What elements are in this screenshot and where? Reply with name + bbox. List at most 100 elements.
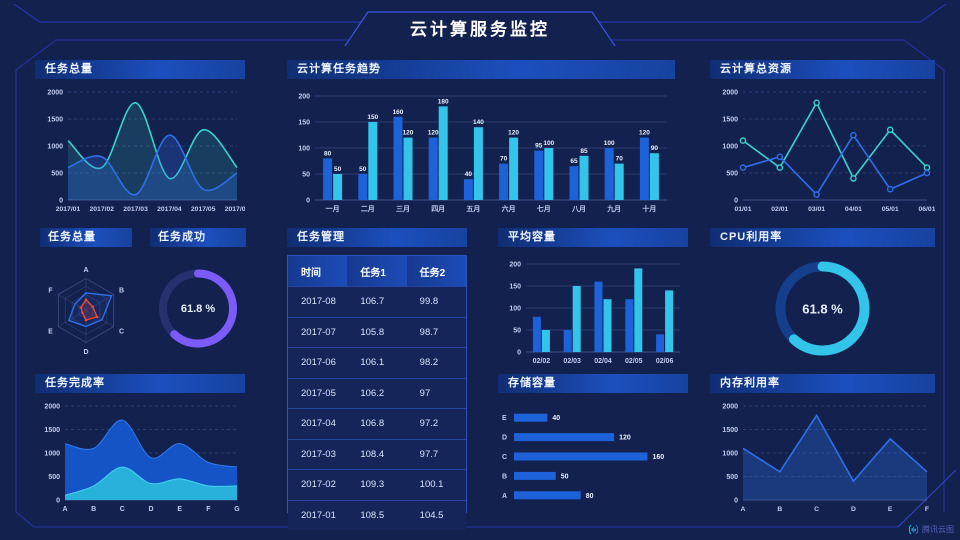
svg-text:六月: 六月 [502,204,516,213]
table-cell: 2017-07 [288,316,348,348]
svg-text:E: E [502,415,507,422]
table-cell: 99.8 [406,286,466,317]
svg-text:85: 85 [580,148,588,155]
table-cell: 109.3 [347,469,407,500]
panel-title-task-radar: 任务总量 [40,228,132,247]
svg-text:A: A [62,506,67,513]
svg-text:2017/01: 2017/01 [56,206,81,213]
panel-task-trend: 云计算任务趋势 0 50 100 150 200 一月 二月 三月 四月 五月 六月 七月 八月 九月 十月… [287,60,675,215]
svg-text:五月: 五月 [466,205,480,213]
table-cell: 2017-08 [288,286,348,317]
svg-text:C: C [120,506,125,513]
table-cell: 104.5 [406,499,466,530]
panel-title-task-total: 任务总量 [35,60,245,79]
svg-text:02/01: 02/01 [771,206,788,213]
tencent-cloud-chart-logo-icon [909,524,918,535]
table-cell: 106.7 [347,286,407,317]
svg-text:F: F [925,506,929,513]
svg-text:1500: 1500 [44,427,60,434]
svg-text:D: D [148,506,153,513]
task-success-gauge-value: 61.8 % [180,302,216,315]
task-success-gauge: 61.8 % [150,250,246,367]
panel-task-radar: 任务总量 A B C D E F [40,228,132,367]
svg-text:160: 160 [652,454,664,461]
table-row: 2017-06 106.1 98.2 [288,347,466,378]
svg-text:一月: 一月 [326,205,340,213]
panel-title-avg-capacity: 平均容量 [498,228,688,247]
svg-text:50: 50 [302,172,310,179]
panel-cpu-gauge: CPU利用率 61.8 % [710,228,935,367]
memory-line-chart: 0 500 1000 1500 2000 A B C D E F [710,396,935,515]
svg-text:G: G [234,506,240,513]
svg-text:100: 100 [543,140,554,147]
task-radar-chart: A B C D E F [40,250,132,367]
svg-text:80: 80 [586,493,594,500]
svg-text:40: 40 [465,171,473,178]
svg-text:2017/02: 2017/02 [90,206,115,213]
svg-text:0: 0 [59,198,63,205]
table-row: 2017-04 106.8 97.2 [288,408,466,439]
svg-text:70: 70 [500,156,508,163]
svg-text:01/01: 01/01 [734,206,751,213]
cpu-gauge-value: 61.8 % [802,301,843,316]
svg-text:1000: 1000 [722,451,738,458]
table-cell: 106.1 [347,347,407,378]
svg-text:150: 150 [298,120,310,127]
svg-text:2017/03: 2017/03 [123,206,148,213]
svg-text:2000: 2000 [47,90,63,97]
svg-text:D: D [851,506,856,513]
svg-text:八月: 八月 [571,205,586,213]
svg-text:A: A [502,493,507,500]
table-row: 2017-03 108.4 97.7 [288,438,466,470]
svg-text:0: 0 [734,198,738,205]
table-cell: 108.4 [347,438,407,470]
svg-text:50: 50 [359,166,367,173]
svg-text:95: 95 [535,143,543,150]
svg-text:02/05: 02/05 [625,358,643,365]
task-trend-bar-chart: 0 50 100 150 200 一月 二月 三月 四月 五月 六月 七月 八月 九月 十月 80 50 160 1… [287,82,675,215]
svg-text:C: C [814,506,819,513]
panel-storage-capacity: 存储容量 E 40 D 120 C 160 B 50 A 80 [498,374,688,515]
svg-text:C: C [502,454,507,461]
svg-text:500: 500 [48,474,60,481]
svg-text:2000: 2000 [722,90,738,97]
svg-text:200: 200 [298,94,310,101]
table-cell: 2017-03 [288,438,348,470]
svg-text:九月: 九月 [606,204,621,213]
svg-text:二月: 二月 [361,205,375,213]
panel-title-task-table: 任务管理 [287,228,467,247]
svg-text:500: 500 [726,171,738,178]
svg-text:80: 80 [324,150,332,157]
svg-text:02/04: 02/04 [594,358,612,365]
task-completion-area-chart: 0 500 1000 1500 2000 A B C D E F G [35,396,245,515]
svg-text:2000: 2000 [722,404,738,411]
panel-task-total-line: 任务总量 0 500 1000 1500 2000 2017/01 2017/02 2017/… [35,60,245,215]
panel-title-task-trend: 云计算任务趋势 [287,60,675,79]
svg-text:D: D [83,349,88,356]
panel-title-cpu: CPU利用率 [710,228,935,247]
svg-text:500: 500 [726,474,738,481]
svg-text:C: C [119,329,124,336]
svg-text:B: B [502,473,507,480]
svg-text:1500: 1500 [722,427,738,434]
svg-text:65: 65 [570,158,578,165]
table-column-header: 时间 [288,256,348,287]
svg-text:十月: 十月 [642,204,656,213]
svg-text:1000: 1000 [722,144,738,151]
storage-hbar-chart: E 40 D 120 C 160 B 50 A 80 [498,396,688,515]
svg-text:2000: 2000 [44,404,60,411]
svg-text:120: 120 [403,130,414,137]
svg-text:120: 120 [639,130,650,137]
svg-text:06/01: 06/01 [918,206,935,213]
svg-text:50: 50 [334,166,342,173]
svg-text:50: 50 [561,473,569,480]
avg-capacity-bar-chart: 0 50 100 150 200 02/02 02/03 02/04 02/05 02/06 [498,250,688,367]
svg-text:0: 0 [734,498,738,505]
table-cell: 98.7 [406,316,466,348]
svg-text:E: E [48,329,53,336]
svg-text:七月: 七月 [537,204,551,213]
svg-text:E: E [888,506,893,513]
svg-text:F: F [206,506,211,513]
panel-title-memory: 内存利用率 [710,374,935,393]
task-total-line-chart: 0 500 1000 1500 2000 2017/01 2017/02 2017/03 201… [35,82,245,215]
